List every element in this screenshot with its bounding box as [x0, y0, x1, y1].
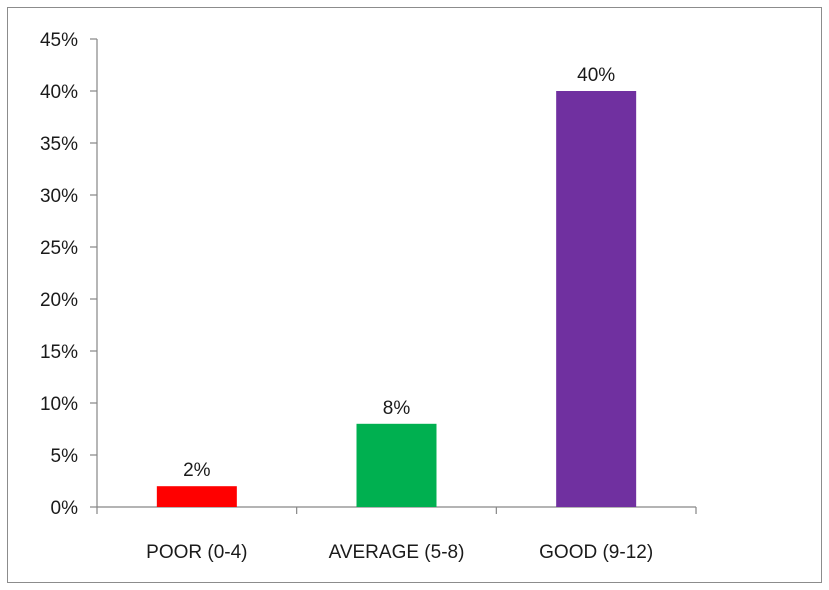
y-tick-label: 40% — [40, 82, 78, 103]
y-tick-label: 10% — [40, 394, 78, 415]
y-tick-label: 45% — [40, 30, 78, 51]
data-label: 40% — [577, 65, 615, 86]
y-tick-label: 15% — [40, 342, 78, 363]
category-labels-group: POOR (0-4) AVERAGE (5-8) GOOD (9-12) — [146, 542, 653, 563]
category-label: GOOD (9-12) — [539, 542, 653, 563]
bar-3 — [556, 91, 637, 507]
category-label: AVERAGE (5-8) — [329, 542, 465, 563]
bar-2 — [356, 423, 437, 507]
y-tick-label: 5% — [51, 446, 79, 467]
y-tick-label: 0% — [51, 498, 79, 519]
y-tick-label: 20% — [40, 290, 78, 311]
y-tick-label: 35% — [40, 134, 78, 155]
data-labels-group: 2% 8% 40% — [183, 65, 615, 481]
bar-1 — [156, 486, 237, 507]
x-axis-ticks — [96, 507, 697, 514]
data-label: 2% — [183, 460, 211, 481]
y-tick-label: 30% — [40, 186, 78, 207]
category-label: POOR (0-4) — [146, 542, 247, 563]
data-label: 8% — [383, 398, 411, 419]
y-tick-label: 25% — [40, 238, 78, 259]
y-axis-ticks: 0% 5% 10% 15% 20% 25% 30% 35% 40% 45% — [40, 30, 97, 519]
bars-group — [156, 91, 637, 507]
